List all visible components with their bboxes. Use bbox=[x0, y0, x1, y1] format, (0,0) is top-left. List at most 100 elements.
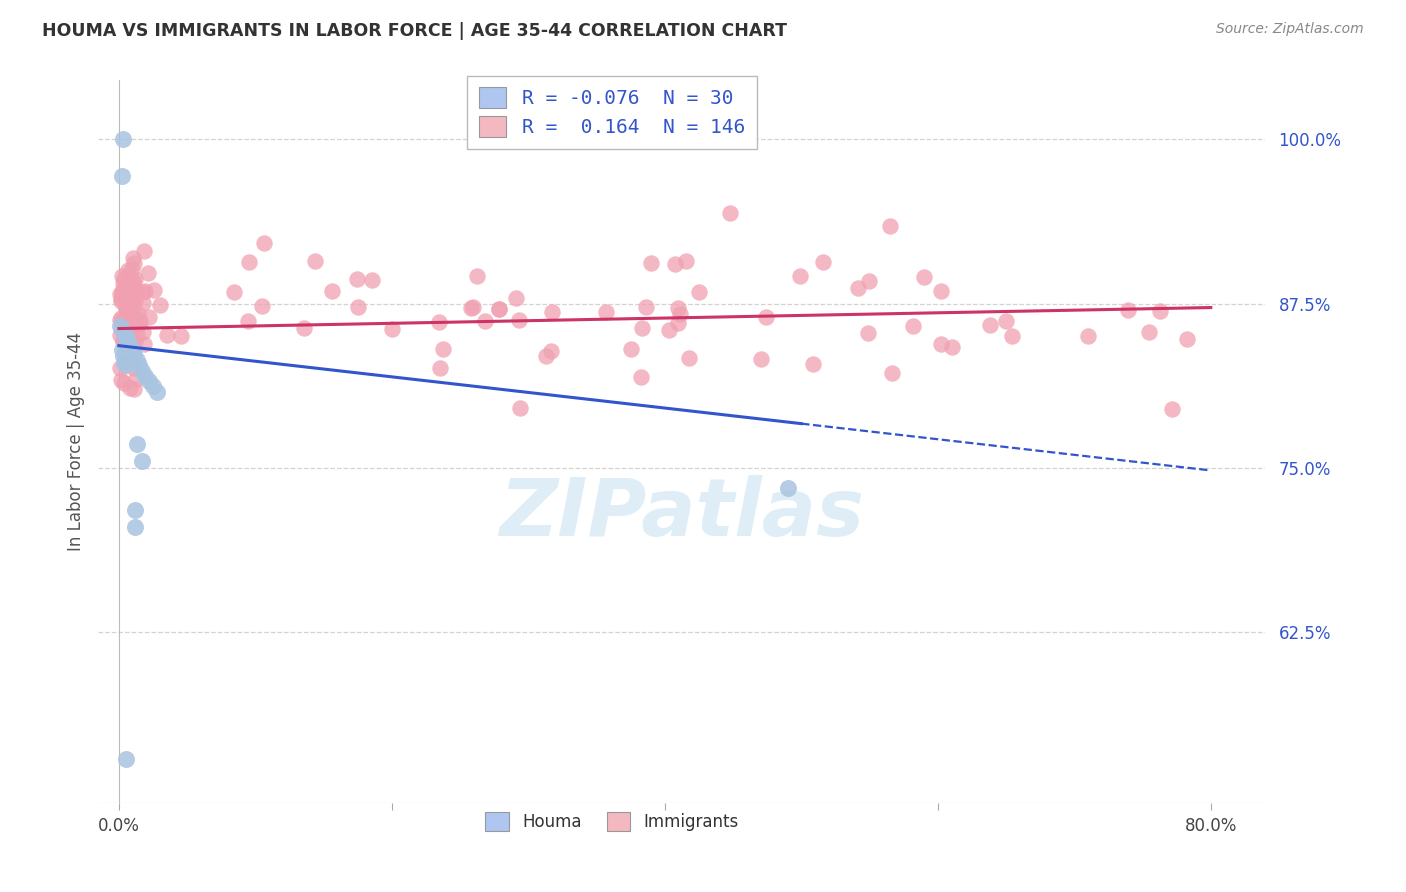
Point bbox=[120, 334, 142, 348]
Point bbox=[114, 336, 136, 351]
Point bbox=[129, 314, 152, 328]
Point bbox=[112, 334, 135, 349]
Point bbox=[541, 305, 564, 319]
Point bbox=[429, 361, 451, 376]
Point bbox=[238, 255, 260, 269]
Point bbox=[1077, 329, 1099, 343]
Point bbox=[112, 356, 135, 370]
Point bbox=[803, 358, 825, 372]
Point bbox=[121, 345, 143, 359]
Point bbox=[117, 336, 139, 351]
Point bbox=[461, 300, 484, 314]
Point bbox=[117, 262, 139, 277]
Point bbox=[134, 284, 156, 298]
Point bbox=[120, 381, 142, 395]
Point bbox=[120, 335, 142, 350]
Point bbox=[115, 329, 138, 343]
Point bbox=[540, 344, 562, 359]
Point bbox=[120, 307, 142, 321]
Point bbox=[128, 359, 150, 373]
Point bbox=[112, 314, 135, 328]
Point bbox=[620, 342, 643, 356]
Point bbox=[979, 318, 1001, 332]
Point bbox=[292, 321, 315, 335]
Point bbox=[146, 384, 169, 399]
Point bbox=[432, 342, 454, 356]
Point bbox=[122, 382, 145, 396]
Point bbox=[110, 310, 132, 325]
Point bbox=[122, 251, 145, 265]
Point bbox=[125, 372, 148, 386]
Point bbox=[111, 335, 134, 350]
Point bbox=[658, 322, 681, 336]
Point bbox=[120, 285, 142, 299]
Point bbox=[110, 327, 132, 342]
Point bbox=[118, 278, 141, 293]
Point bbox=[640, 256, 662, 270]
Point bbox=[112, 282, 135, 296]
Point bbox=[929, 336, 952, 351]
Point bbox=[222, 285, 245, 300]
Point bbox=[115, 324, 138, 338]
Point bbox=[108, 287, 131, 301]
Point bbox=[122, 353, 145, 368]
Point bbox=[346, 272, 368, 286]
Point bbox=[134, 368, 156, 383]
Point bbox=[508, 313, 530, 327]
Point bbox=[124, 334, 146, 348]
Point bbox=[995, 314, 1018, 328]
Point bbox=[1116, 303, 1139, 318]
Point bbox=[122, 360, 145, 375]
Point bbox=[124, 294, 146, 309]
Point bbox=[111, 343, 134, 357]
Point bbox=[1149, 304, 1171, 318]
Point bbox=[666, 301, 689, 315]
Point bbox=[117, 291, 139, 305]
Point bbox=[112, 326, 135, 341]
Point bbox=[114, 329, 136, 343]
Point bbox=[125, 328, 148, 343]
Point bbox=[111, 288, 134, 302]
Point bbox=[901, 319, 924, 334]
Point bbox=[121, 295, 143, 310]
Point bbox=[117, 327, 139, 342]
Point bbox=[114, 359, 136, 373]
Point bbox=[124, 503, 146, 517]
Point bbox=[127, 307, 149, 321]
Point bbox=[110, 285, 132, 300]
Point bbox=[776, 481, 799, 495]
Point bbox=[595, 305, 617, 319]
Point bbox=[131, 454, 153, 468]
Point bbox=[122, 276, 145, 290]
Point bbox=[465, 268, 488, 283]
Point bbox=[118, 269, 141, 284]
Point bbox=[115, 299, 138, 313]
Point bbox=[128, 318, 150, 332]
Point bbox=[121, 315, 143, 329]
Point bbox=[858, 274, 880, 288]
Point bbox=[669, 307, 692, 321]
Point bbox=[636, 300, 658, 314]
Point bbox=[114, 337, 136, 351]
Point bbox=[534, 349, 557, 363]
Point bbox=[509, 401, 531, 416]
Point bbox=[132, 295, 155, 310]
Text: ZIPatlas: ZIPatlas bbox=[499, 475, 865, 553]
Point bbox=[689, 285, 711, 300]
Point bbox=[110, 313, 132, 327]
Point bbox=[381, 322, 404, 336]
Point bbox=[111, 268, 134, 283]
Point bbox=[720, 206, 742, 220]
Point bbox=[132, 244, 155, 259]
Point bbox=[118, 324, 141, 338]
Point bbox=[360, 273, 382, 287]
Point bbox=[1160, 401, 1182, 416]
Point bbox=[121, 292, 143, 306]
Point bbox=[124, 520, 146, 534]
Point bbox=[112, 376, 135, 390]
Point bbox=[666, 316, 689, 330]
Point bbox=[111, 288, 134, 302]
Point bbox=[142, 379, 165, 393]
Point bbox=[125, 437, 148, 451]
Point bbox=[1175, 332, 1198, 346]
